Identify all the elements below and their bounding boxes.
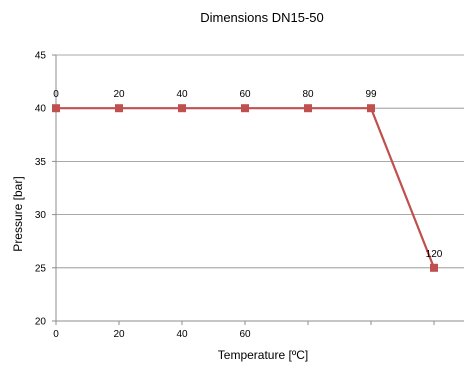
data-label-6: 120: [426, 249, 443, 260]
y-axis-label: Pressure [bar]: [11, 176, 25, 251]
data-label-3: 60: [239, 89, 251, 100]
x-tick-label-2: 40: [176, 329, 188, 340]
data-point-3: [241, 104, 249, 113]
data-point-1: [115, 104, 123, 113]
x-tick-labels: 0 20 40 60: [53, 329, 251, 340]
gridlines: [56, 54, 464, 269]
data-point-2: [178, 104, 186, 113]
chart-title: Dimensions DN15-50: [200, 10, 324, 25]
data-point-5: [367, 104, 375, 113]
axes: [52, 54, 464, 325]
y-tick-label-25: 25: [35, 263, 47, 274]
data-labels: 0 20 40 60 80 99 120: [53, 89, 443, 260]
x-tick-label-0: 0: [53, 329, 59, 340]
y-tick-label-30: 30: [35, 210, 47, 221]
x-tick-label-3: 60: [239, 329, 251, 340]
data-label-4: 80: [302, 89, 314, 100]
data-point-6: [430, 263, 438, 272]
y-tick-label-40: 40: [35, 104, 47, 115]
data-label-0: 0: [53, 89, 59, 100]
series-layer: [52, 104, 438, 272]
data-label-5: 99: [365, 89, 377, 100]
x-tick-label-1: 20: [113, 329, 125, 340]
data-point-0: [52, 104, 60, 113]
data-label-1: 20: [113, 89, 125, 100]
data-label-2: 40: [176, 89, 188, 100]
series-line-0: [56, 107, 436, 269]
y-tick-label-20: 20: [35, 317, 47, 328]
y-tick-label-45: 45: [35, 51, 47, 62]
y-tick-labels: 20 25 30 35 40 45: [35, 51, 47, 328]
x-axis-label: Temperature [ºC]: [218, 348, 308, 362]
y-tick-label-35: 35: [35, 157, 47, 168]
data-point-4: [304, 104, 312, 113]
